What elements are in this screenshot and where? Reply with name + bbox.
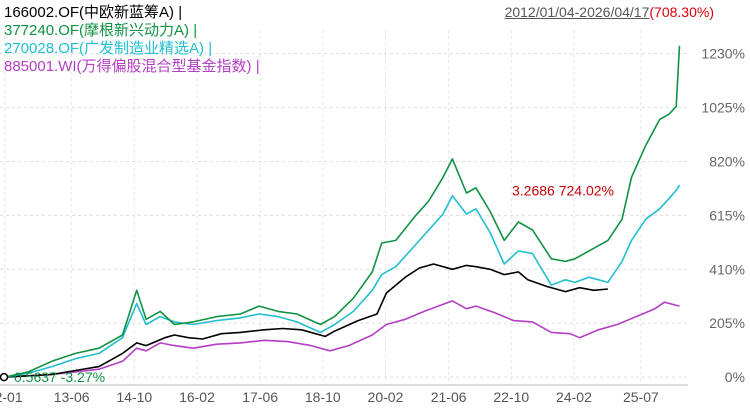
y-tick-label: 820% <box>709 153 745 169</box>
start-marker <box>0 372 9 382</box>
series-line-0[interactable] <box>4 263 608 378</box>
legend-item-885001[interactable]: 885001.WI(万得偏股混合型基金指数) | <box>4 58 260 75</box>
legend-label: 166002.OF(中欧新蓝筹A) <box>4 4 175 21</box>
x-tick-label: 20-02 <box>368 389 404 405</box>
x-tick-label: 25-07 <box>623 389 659 405</box>
grid <box>0 30 688 385</box>
x-tick-label: 22-10 <box>493 389 529 405</box>
x-axis: 12-01 13-06 14-10 16-02 17-06 18-10 20-02 21-06… <box>0 384 688 405</box>
x-tick-label: 16-02 <box>179 389 215 405</box>
legend-item-166002[interactable]: 166002.OF(中欧新蓝筹A) | <box>4 4 183 21</box>
annotation-right: 3.2686 724.02% <box>512 183 614 199</box>
range-return: 708.30% <box>654 4 710 20</box>
date-range-label: 2012/01/04-2026/04/17 <box>504 4 650 20</box>
legend-label: 377240.OF(摩根新兴动力A) <box>4 22 190 39</box>
date-range[interactable]: 2012/01/04-2026/04/17(708.30%) <box>504 4 714 20</box>
legend-item-270028[interactable]: 270028.OF(广发制造业精选A) | <box>4 40 213 57</box>
legend-item-377240[interactable]: 377240.OF(摩根新兴动力A) | <box>4 22 198 39</box>
y-tick-label: 205% <box>709 315 745 331</box>
x-tick-label: 14-10 <box>116 389 152 405</box>
y-tick-label: 615% <box>709 207 745 223</box>
legend-label: 270028.OF(广发制造业精选A) <box>4 40 205 57</box>
legend-label: 885001.WI(万得偏股混合型基金指数) <box>4 58 252 75</box>
x-tick-label: 18-10 <box>305 389 341 405</box>
y-tick-label: 0% <box>725 369 745 385</box>
series-line-2[interactable] <box>4 184 681 378</box>
annotation-left: 0.5637 -3.27% <box>14 369 105 385</box>
x-tick-label: 24-02 <box>556 389 592 405</box>
y-axis: 1230% 1025% 820% 615% 410% 205% 0% <box>701 46 745 385</box>
y-tick-label: 1025% <box>701 100 745 116</box>
series-lines <box>0 45 681 382</box>
x-tick-label: 12-01 <box>0 389 23 405</box>
legend: 166002.OF(中欧新蓝筹A) | 377240.OF(摩根新兴动力A) |… <box>4 4 260 76</box>
y-tick-label: 1230% <box>701 46 745 62</box>
y-tick-label: 410% <box>709 261 745 277</box>
x-tick-label: 17-06 <box>242 389 278 405</box>
x-tick-label: 21-06 <box>431 389 467 405</box>
x-tick-label: 13-06 <box>54 389 90 405</box>
series-line-3[interactable] <box>4 300 680 378</box>
series-line-1[interactable] <box>4 45 681 378</box>
